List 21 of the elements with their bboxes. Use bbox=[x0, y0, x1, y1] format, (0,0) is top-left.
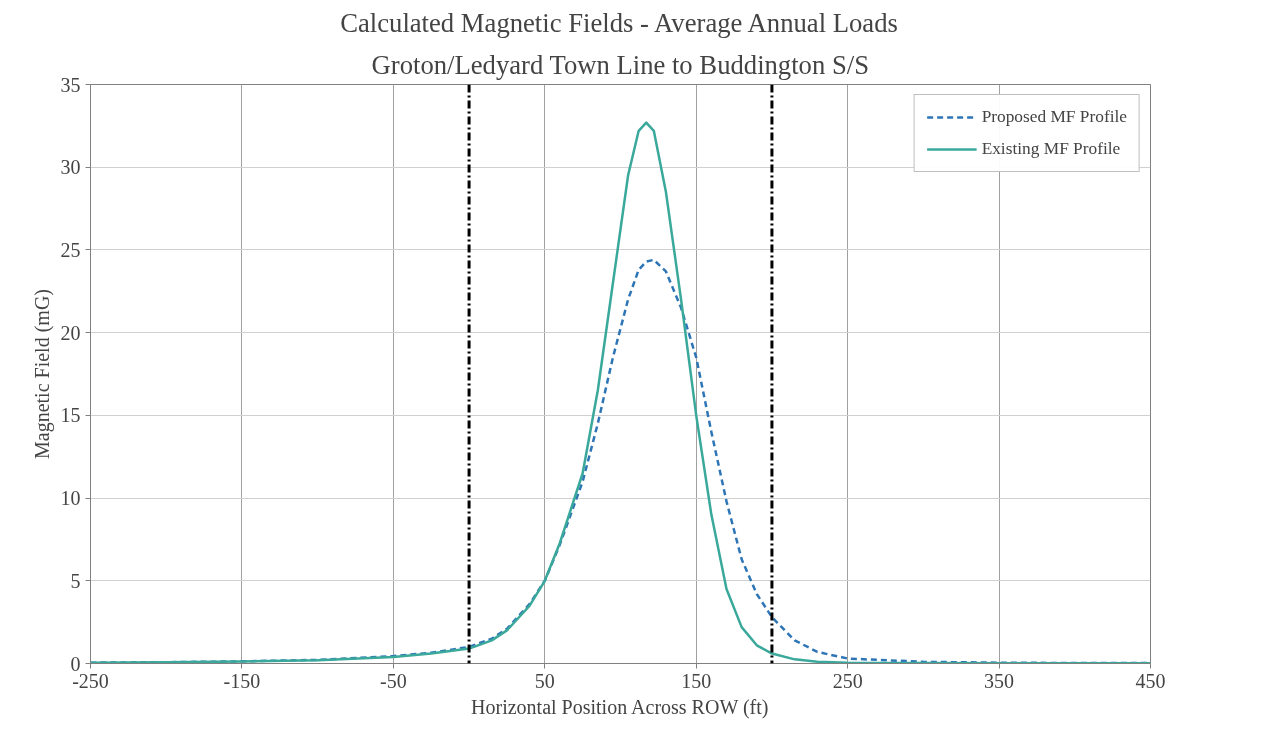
x-axis-title: Horizontal Position Across ROW (ft) bbox=[471, 695, 769, 719]
y-axis-title: Magnetic Field (mG) bbox=[30, 289, 54, 459]
legend-label: Proposed MF Profile bbox=[981, 107, 1127, 127]
x-tick-label: 50 bbox=[534, 669, 555, 692]
y-tick-label: 25 bbox=[60, 238, 81, 261]
y-tick-label: 15 bbox=[60, 404, 81, 427]
y-tick-label: 35 bbox=[60, 73, 81, 96]
chart-title: Calculated Magnetic Fields - Average Annual Loads bbox=[340, 7, 898, 38]
x-tick-label: 350 bbox=[984, 669, 1015, 692]
x-tick-label: -50 bbox=[380, 669, 407, 692]
x-tick-label: 150 bbox=[681, 669, 712, 692]
y-tick-label: 10 bbox=[60, 487, 81, 510]
y-tick-label: 20 bbox=[60, 321, 81, 344]
chart-subtitle: Groton/Ledyard Town Line to Buddington S/S bbox=[371, 49, 869, 80]
x-tick-label: -150 bbox=[223, 669, 261, 692]
legend-label: Existing MF Profile bbox=[981, 139, 1121, 159]
y-tick-label: 0 bbox=[70, 652, 81, 675]
x-tick-label: 450 bbox=[1135, 669, 1166, 692]
x-tick-label: 250 bbox=[832, 669, 863, 692]
y-tick-label: 5 bbox=[70, 569, 81, 592]
y-tick-label: 30 bbox=[60, 156, 81, 179]
